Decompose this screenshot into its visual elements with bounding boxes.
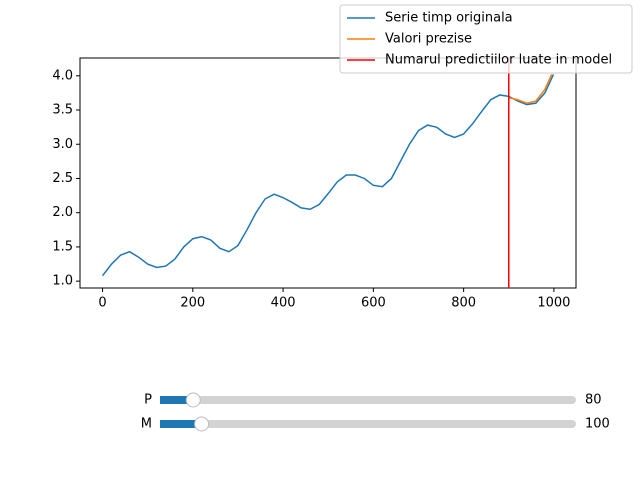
x-tick-label: 800 — [451, 296, 476, 311]
slider-label: P — [144, 393, 152, 408]
x-tick-label: 400 — [271, 296, 296, 311]
series-line — [101, 74, 555, 277]
series-line — [508, 74, 553, 104]
legend-label: Serie timp originala — [385, 11, 513, 26]
slider-track — [160, 396, 576, 404]
y-tick-label: 4.0 — [52, 68, 73, 83]
y-tick-label: 3.0 — [52, 137, 73, 152]
plot-frame — [79, 57, 577, 289]
x-tick-label: 1000 — [537, 296, 570, 311]
x-tick-label: 200 — [180, 296, 205, 311]
slider-fill — [160, 420, 202, 428]
y-tick-label: 2.5 — [52, 171, 73, 186]
y-tick-label: 1.5 — [52, 239, 73, 254]
slider-value: 80 — [585, 393, 602, 408]
slider-track — [160, 420, 576, 428]
x-tick-label: 0 — [98, 296, 106, 311]
y-tick-label: 2.0 — [52, 205, 73, 220]
slider-knob[interactable] — [185, 392, 201, 408]
x-tick-label: 600 — [361, 296, 386, 311]
slider-value: 100 — [585, 417, 610, 432]
legend-box — [339, 4, 633, 74]
legend-label: Numarul predictiilor luate in model — [385, 53, 612, 68]
y-tick-label: 3.5 — [52, 103, 73, 118]
slider-label: M — [141, 417, 152, 432]
y-tick-label: 1.0 — [52, 274, 73, 289]
slider-fill — [160, 396, 194, 404]
slider-knob[interactable] — [194, 416, 210, 432]
legend-label: Valori prezise — [385, 32, 472, 47]
